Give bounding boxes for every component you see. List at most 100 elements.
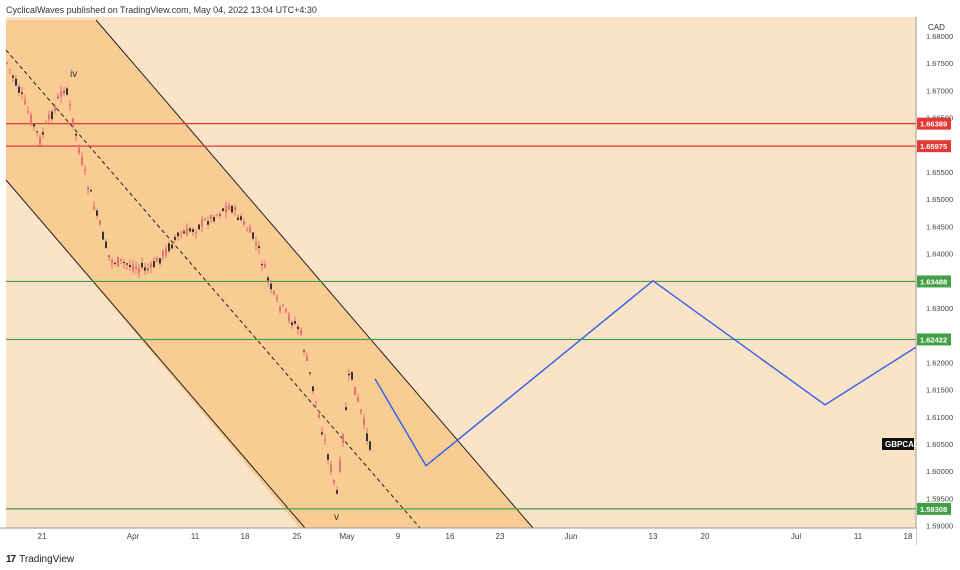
- currency-label: CAD: [928, 23, 945, 32]
- y-tick-label: 1.60500: [926, 440, 953, 449]
- publisher-header: CyclicalWaves published on TradingView.c…: [6, 5, 317, 15]
- candle-body: [45, 122, 47, 124]
- candle-body: [351, 371, 353, 380]
- candle-body: [279, 306, 281, 312]
- candle-body: [258, 246, 260, 249]
- candle-body: [105, 241, 107, 248]
- candle-body: [12, 75, 14, 78]
- candle-body: [183, 231, 185, 234]
- candle-body: [126, 263, 128, 265]
- x-tick-label: May: [339, 532, 354, 541]
- candle-body: [300, 329, 302, 335]
- candle-body: [36, 131, 38, 133]
- level-tag: [917, 333, 951, 346]
- candle-body: [210, 214, 212, 219]
- candle-body: [225, 206, 227, 213]
- candle-body: [342, 434, 344, 443]
- candle-body: [360, 409, 362, 413]
- candle-body: [219, 214, 221, 216]
- channel-lower-line: [5, 179, 306, 529]
- candle-body: [39, 136, 41, 145]
- candle-body: [201, 219, 203, 227]
- candle-body: [123, 262, 125, 264]
- candle-body: [207, 221, 209, 225]
- brand-name: TradingView: [19, 554, 75, 565]
- candle-body: [309, 372, 311, 374]
- candle-body: [312, 386, 314, 392]
- candle-body: [27, 110, 29, 113]
- candle-body: [255, 242, 257, 246]
- y-tick-label: 1.59500: [926, 494, 953, 503]
- candle-body: [243, 221, 245, 225]
- candle-body: [15, 78, 17, 86]
- candle-body: [96, 210, 98, 216]
- candle-body: [129, 264, 131, 267]
- candle-body: [9, 69, 11, 71]
- candle-body: [60, 91, 62, 97]
- candle-body: [108, 255, 110, 257]
- candle-body: [162, 250, 164, 257]
- candle-body: [111, 259, 113, 264]
- candle-body: [117, 256, 119, 267]
- y-tick-label: 1.68000: [926, 32, 953, 41]
- candle-body: [177, 232, 179, 237]
- x-tick-label: 11: [191, 532, 200, 541]
- candle-body: [276, 297, 278, 300]
- candle-body: [327, 454, 329, 460]
- footer-brand[interactable]: 17 TradingView: [6, 554, 74, 565]
- candle-body: [90, 189, 92, 192]
- candle-body: [189, 228, 191, 232]
- candle-body: [102, 231, 104, 240]
- candle-body: [291, 322, 293, 326]
- candle-body: [192, 229, 194, 232]
- candle-body: [333, 479, 335, 484]
- candle-body: [366, 433, 368, 442]
- candle-body: [63, 91, 65, 93]
- projection-path: [374, 279, 917, 467]
- x-tick-label: Jul: [791, 532, 801, 541]
- candle-body: [294, 321, 296, 324]
- y-tick-label: 1.65000: [926, 195, 953, 204]
- level-label: 1.62422: [920, 335, 947, 344]
- x-tick-label: 25: [293, 532, 302, 541]
- candle-body: [48, 114, 50, 120]
- candle-body: [87, 187, 89, 190]
- x-tick-label: 18: [241, 532, 250, 541]
- candle-body: [345, 407, 347, 411]
- symbol-tag-bg: [882, 438, 914, 450]
- candle-body: [231, 205, 233, 213]
- candle-body: [78, 147, 80, 153]
- candle-body: [348, 373, 350, 376]
- candle-body: [21, 92, 23, 94]
- candle-body: [234, 206, 236, 211]
- candle-body: [180, 235, 182, 238]
- candles-group: [6, 61, 371, 495]
- candle-body: [144, 267, 146, 271]
- candle-body: [315, 401, 317, 403]
- level-label: 1.66389: [920, 120, 947, 129]
- candle-body: [150, 263, 152, 268]
- candle-body: [171, 244, 173, 249]
- candle-body: [147, 268, 149, 270]
- candle-body: [228, 205, 230, 211]
- time-axis[interactable]: [0, 528, 916, 545]
- y-tick-label: 1.59000: [926, 522, 953, 531]
- candle-body: [297, 326, 299, 329]
- candle-body: [18, 86, 20, 93]
- candle-body: [306, 356, 308, 361]
- candle-body: [156, 258, 158, 262]
- y-tick-label: 1.63000: [926, 304, 953, 313]
- candle-body: [75, 133, 77, 136]
- level-tag: [917, 275, 951, 288]
- candle-body: [81, 157, 83, 166]
- candle-body: [273, 291, 275, 294]
- candle-body: [330, 464, 332, 473]
- candle-body: [174, 237, 176, 240]
- x-tick-label: 13: [649, 532, 658, 541]
- x-tick-label: 23: [496, 532, 505, 541]
- candle-body: [267, 277, 269, 281]
- y-tick-label: 1.61500: [926, 386, 953, 395]
- candle-body: [261, 264, 263, 266]
- x-tick-label: 11: [854, 532, 863, 541]
